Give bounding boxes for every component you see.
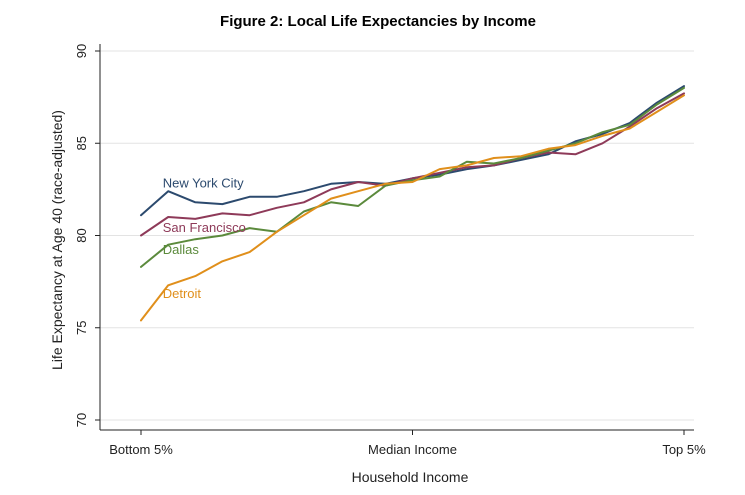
x-tick-label: Bottom 5% [109,442,173,457]
axes: 70 75 80 85 90 Bottom 5% Median Income Top 5% [74,44,706,457]
x-tick-label: Top 5% [662,442,706,457]
y-axis-title: Life Expectancy at Age 40 (race-adjusted… [49,110,65,370]
y-tick-label: 80 [74,228,89,242]
x-tick-label: Median Income [368,442,457,457]
series-line-detroit [140,94,685,322]
y-tick-label: 70 [74,413,89,427]
series-line-dallas [140,86,685,268]
y-tick-label: 90 [74,44,89,58]
series-label: New York City [163,176,244,191]
series-line-new-york-city [140,85,685,217]
chart-title: Figure 2: Local Life Expectancies by Inc… [220,13,536,30]
series-label: Detroit [163,286,202,301]
y-tick-label: 75 [74,321,89,335]
series-label: Dallas [163,242,200,257]
y-tick-label: 85 [74,136,89,150]
series-line-san-francisco [140,92,685,237]
series-label: San Francisco [163,220,246,235]
x-axis-title: Household Income [352,469,469,485]
series-lines [140,85,685,322]
gridlines [100,50,694,421]
series-labels: New York City San Francisco Dallas Detroit [163,176,246,302]
